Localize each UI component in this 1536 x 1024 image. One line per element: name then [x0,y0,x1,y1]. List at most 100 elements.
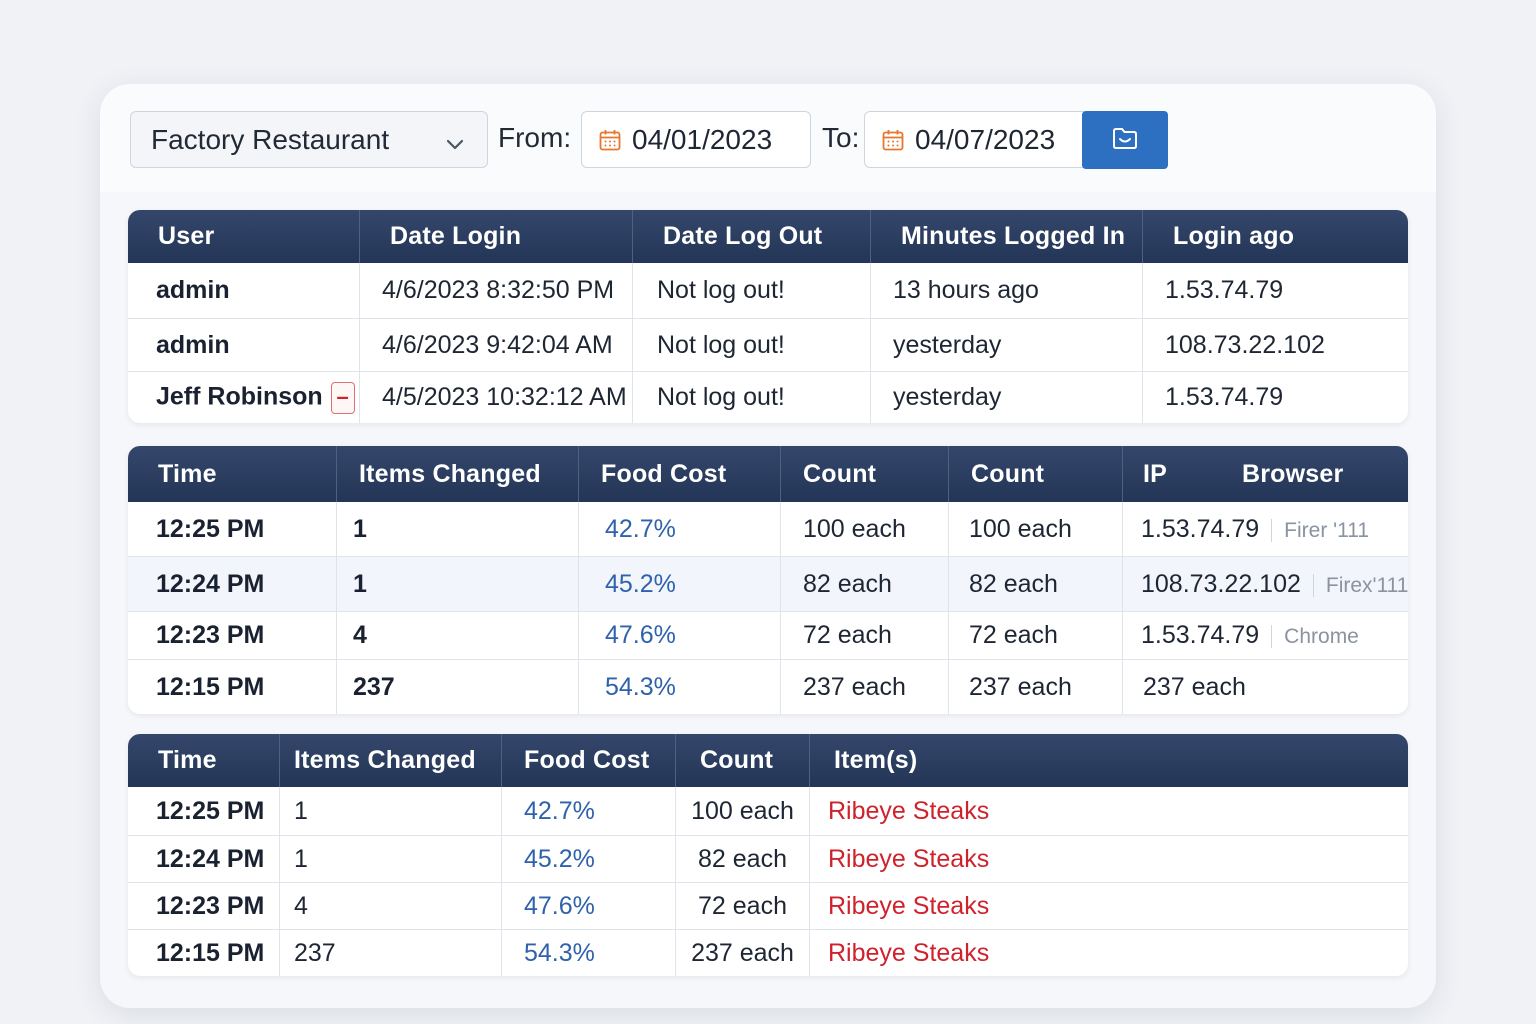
table-row[interactable]: 12:24 PM 1 45.2% 82 each Ribeye Steaks [128,835,1408,882]
minutes-cell: yesterday [871,318,1143,371]
browser-value: Chrome [1271,625,1359,648]
table-row[interactable]: admin 4/6/2023 9:42:04 AM Not log out! y… [128,318,1408,371]
column-header[interactable]: Items Changed [280,734,502,787]
food-cost-cell: 47.6% [579,611,781,659]
column-header[interactable]: Time [128,446,337,502]
food-cost-cell: 54.3% [579,659,781,714]
from-date-value: 04/01/2023 [632,123,773,155]
items-changed-cell: 237 [337,659,579,714]
items-changed-cell: 4 [280,882,502,929]
column-header[interactable]: Date Log Out [633,210,871,263]
column-header[interactable]: Food Cost [579,446,781,502]
table-header-row: User Date Login Date Log Out Minutes Log… [128,210,1408,263]
column-header[interactable]: Item(s) [810,734,1408,787]
time-cell: 12:15 PM [128,659,337,714]
items-table: Time Items Changed Food Cost Count Item(… [128,734,1408,976]
items-changed-cell: 1 [337,556,579,611]
items-changed-cell: 1 [280,787,502,835]
table-row[interactable]: 12:23 PM 4 47.6% 72 each Ribeye Steaks [128,882,1408,929]
count-cell: 100 each [676,787,810,835]
column-header[interactable]: Date Login [360,210,633,263]
date-logout-cell: Not log out! [633,371,871,423]
table-header-row: Time Items Changed Food Cost Count Item(… [128,734,1408,787]
table-row[interactable]: Jeff Robinson – 4/5/2023 10:32:12 AM Not … [128,371,1408,423]
item-name-link[interactable]: Ribeye Steaks [828,796,990,825]
folder-icon [1111,125,1139,156]
table-row[interactable]: 12:25 PM 1 42.7% 100 each Ribeye Steaks [128,787,1408,835]
minutes-cell: yesterday [871,371,1143,423]
time-cell: 12:24 PM [128,556,337,611]
login-ago-cell: 1.53.74.79 [1143,371,1408,423]
table-row[interactable]: 12:15 PM 237 54.3% 237 each 237 each 237… [128,659,1408,714]
column-header[interactable]: Count [949,446,1123,502]
food-cost-cell: 47.6% [502,882,676,929]
ip-value: 237 each [1143,672,1246,701]
count-cell: 72 each [949,611,1123,659]
column-header[interactable]: Browser [1220,446,1408,502]
time-cell: 12:23 PM [128,882,280,929]
restaurant-select-value: Factory Restaurant [151,123,390,155]
items-changed-cell: 4 [337,611,579,659]
count-cell: 237 each [781,659,949,714]
items-changed-cell: 1 [337,502,579,556]
column-header[interactable]: Count [676,734,810,787]
item-name-link[interactable]: Ribeye Steaks [810,835,1408,882]
date-logout-cell: Not log out! [633,318,871,371]
food-cost-cell: 42.7% [579,502,781,556]
remove-user-badge[interactable]: – [330,381,355,414]
count-cell: 237 each [676,929,810,976]
table-row[interactable]: 12:25 PM 1 42.7% 100 each 100 each 1.53.… [128,502,1408,556]
browser-value: Firer '111 [1271,518,1370,542]
column-header[interactable]: IP [1123,446,1220,502]
time-cell: 12:25 PM [128,787,280,835]
item-name-link[interactable]: Ribeye Steaks [810,882,1408,929]
table-row[interactable]: 12:24 PM 1 45.2% 82 each 82 each 108.73.… [128,556,1408,611]
column-header[interactable]: Items Changed [337,446,579,502]
open-report-button[interactable] [1082,111,1168,169]
change-log-table: Time Items Changed Food Cost Count Count… [128,446,1408,714]
table-row[interactable]: 12:15 PM 237 54.3% 237 each Ribeye Steak… [128,929,1408,976]
restaurant-select[interactable]: Factory Restaurant [130,111,488,168]
count-cell: 82 each [781,556,949,611]
count-cell: 100 each [949,502,1123,556]
table-row[interactable]: 12:23 PM 4 47.6% 72 each 72 each 1.53.74… [128,611,1408,659]
from-label: From: [498,122,572,153]
date-logout-cell: Not log out! [633,263,871,318]
column-header[interactable]: Login ago [1143,210,1408,263]
to-label: To: [822,122,860,153]
chevron-down-icon [445,129,465,161]
column-header[interactable]: Count [781,446,949,502]
ip-value: 1.53.74.79 [1141,621,1260,649]
items-changed-cell: 1 [280,835,502,882]
to-date-field[interactable]: 04/07/2023 [864,111,1084,168]
ip-browser-cell: 1.53.74.79 Firer '111 [1123,502,1408,556]
user-cell: Jeff Robinson – [128,371,360,423]
count-cell: 82 each [949,556,1123,611]
calendar-icon [881,128,905,152]
item-name-link[interactable]: Ribeye Steaks [810,929,1408,976]
user-name: Jeff Robinson [156,382,323,411]
calendar-icon [598,128,622,152]
items-changed-cell: 237 [280,929,502,976]
column-header[interactable]: User [128,210,360,263]
food-cost-cell: 54.3% [502,929,676,976]
table-row[interactable]: admin 4/6/2023 8:32:50 PM Not log out! 1… [128,263,1408,318]
time-cell: 12:24 PM [128,835,280,882]
minutes-cell: 13 hours ago [871,263,1143,318]
time-cell: 12:15 PM [128,929,280,976]
date-login-cell: 4/6/2023 8:32:50 PM [360,263,633,318]
count-cell: 72 each [676,882,810,929]
column-header[interactable]: Minutes Logged In [871,210,1143,263]
ip-value: 1.53.74.79 [1141,514,1260,543]
food-cost-cell: 45.2% [579,556,781,611]
user-cell: admin [128,318,360,371]
column-header[interactable]: Food Cost [502,734,676,787]
login-ago-cell: 108.73.22.102 [1143,318,1408,371]
ip-value: 108.73.22.102 [1141,569,1301,598]
column-header[interactable]: Time [128,734,280,787]
filter-bar: Factory Restaurant From: 04/01/2023 To: [100,84,1436,192]
food-cost-cell: 45.2% [502,835,676,882]
report-card: Factory Restaurant From: 04/01/2023 To: [100,84,1436,1008]
count-cell: 72 each [781,611,949,659]
from-date-field[interactable]: 04/01/2023 [581,111,811,168]
